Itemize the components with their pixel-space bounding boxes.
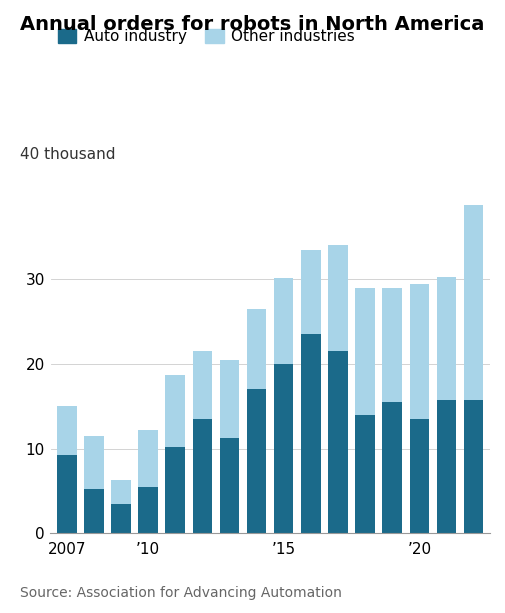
Bar bbox=[247, 309, 266, 389]
Bar bbox=[410, 419, 429, 533]
Bar bbox=[84, 489, 104, 533]
Text: Source: Association for Advancing Automation: Source: Association for Advancing Automa… bbox=[20, 585, 342, 600]
Bar bbox=[192, 419, 212, 533]
Bar bbox=[274, 364, 293, 533]
Bar bbox=[57, 455, 77, 533]
Bar bbox=[274, 278, 293, 364]
Bar bbox=[220, 438, 239, 533]
Bar bbox=[247, 389, 266, 533]
Bar bbox=[437, 277, 456, 400]
Bar bbox=[220, 360, 239, 438]
Bar bbox=[301, 334, 321, 533]
Bar bbox=[57, 406, 77, 455]
Bar bbox=[328, 351, 348, 533]
Bar bbox=[410, 284, 429, 419]
Bar bbox=[328, 245, 348, 351]
Bar bbox=[111, 504, 131, 533]
Bar bbox=[437, 400, 456, 533]
Bar bbox=[138, 487, 158, 533]
Bar bbox=[138, 430, 158, 487]
Bar bbox=[111, 480, 131, 504]
Bar bbox=[192, 351, 212, 419]
Text: 40 thousand: 40 thousand bbox=[20, 148, 116, 162]
Bar bbox=[356, 415, 375, 533]
Bar bbox=[166, 447, 185, 533]
Bar bbox=[301, 249, 321, 334]
Bar bbox=[464, 205, 483, 400]
Legend: Auto industry, Other industries: Auto industry, Other industries bbox=[58, 29, 355, 44]
Bar bbox=[382, 402, 402, 533]
Bar bbox=[382, 288, 402, 402]
Bar bbox=[166, 375, 185, 447]
Bar bbox=[84, 436, 104, 489]
Bar bbox=[464, 400, 483, 533]
Bar bbox=[356, 288, 375, 415]
Text: Annual orders for robots in North America: Annual orders for robots in North Americ… bbox=[20, 15, 485, 34]
